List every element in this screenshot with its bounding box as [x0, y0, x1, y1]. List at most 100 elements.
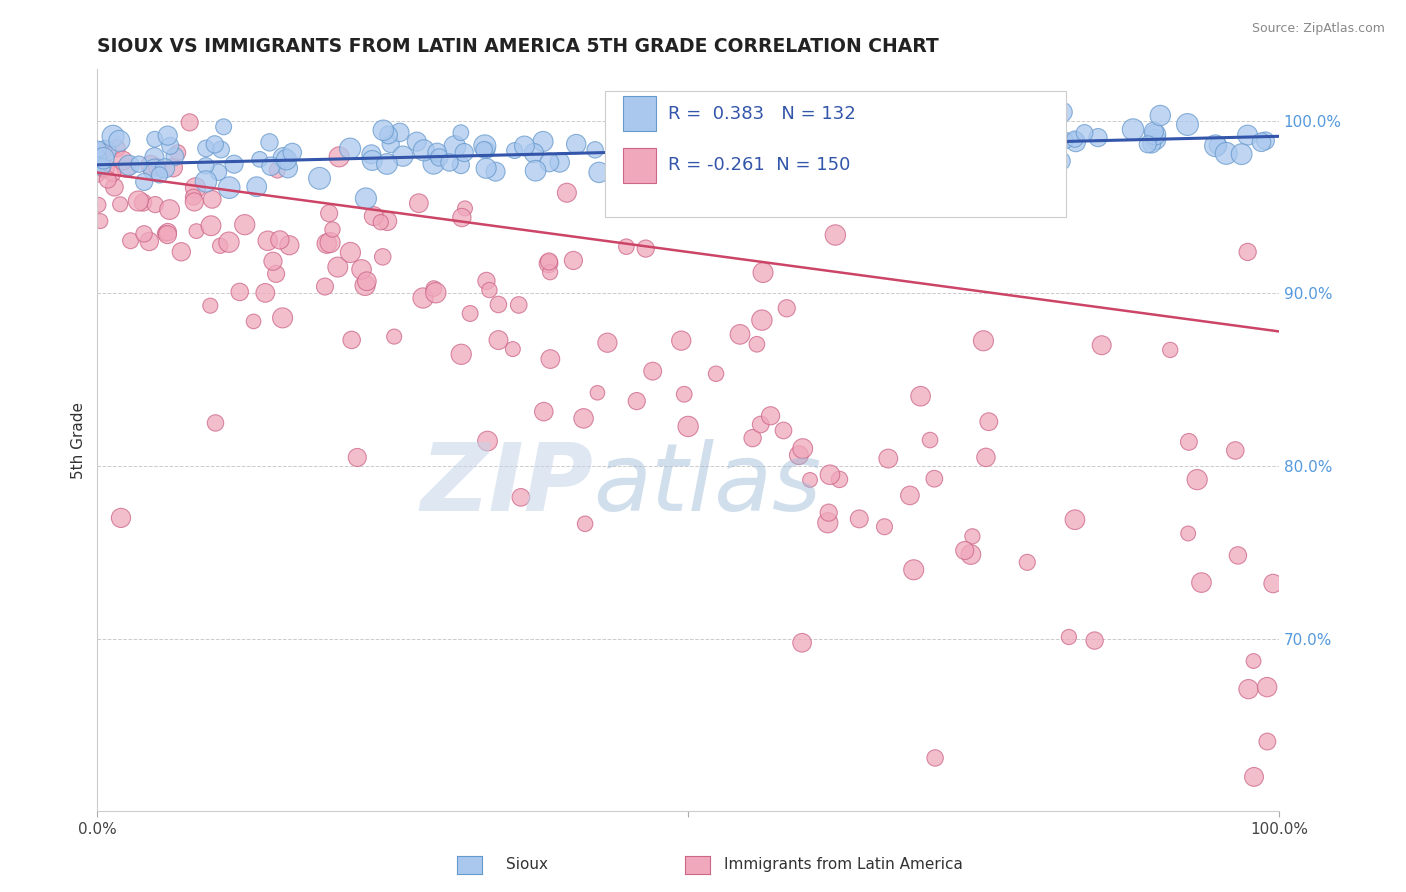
- Point: [281, 145, 304, 160]
- Point: [256, 234, 278, 248]
- Point: [277, 161, 299, 176]
- Point: [319, 235, 342, 250]
- Point: [759, 409, 782, 423]
- Point: [1144, 132, 1167, 146]
- Point: [143, 132, 166, 146]
- Point: [1236, 128, 1258, 142]
- Point: [676, 419, 699, 434]
- Y-axis label: 5th Grade: 5th Grade: [72, 401, 86, 479]
- Point: [548, 155, 571, 169]
- Point: [339, 245, 361, 260]
- Point: [86, 152, 108, 166]
- Point: [339, 142, 361, 156]
- Point: [259, 136, 281, 150]
- FancyBboxPatch shape: [606, 91, 1066, 218]
- Point: [134, 175, 156, 189]
- Point: [87, 198, 110, 212]
- Point: [86, 168, 108, 182]
- Point: [745, 337, 768, 351]
- Point: [799, 155, 821, 169]
- Point: [817, 516, 839, 530]
- Point: [612, 130, 634, 145]
- Point: [679, 157, 702, 171]
- Point: [408, 196, 430, 211]
- Point: [1256, 680, 1278, 694]
- Point: [673, 387, 696, 401]
- Point: [1144, 128, 1167, 142]
- Point: [787, 154, 810, 169]
- Point: [486, 297, 509, 311]
- Point: [97, 172, 120, 186]
- Point: [704, 367, 727, 381]
- Point: [128, 157, 150, 171]
- Point: [356, 274, 378, 288]
- Point: [380, 136, 402, 151]
- Point: [503, 144, 526, 158]
- Point: [1005, 108, 1028, 122]
- Point: [1053, 134, 1076, 148]
- Point: [1177, 526, 1199, 541]
- Point: [1084, 633, 1107, 648]
- Point: [873, 520, 896, 534]
- Point: [194, 174, 217, 188]
- Point: [443, 139, 465, 153]
- Point: [91, 162, 114, 177]
- Point: [315, 236, 337, 251]
- Point: [848, 512, 870, 526]
- Point: [880, 126, 903, 140]
- Point: [371, 250, 394, 264]
- Point: [170, 244, 193, 259]
- Point: [115, 161, 138, 175]
- Point: [1225, 443, 1247, 458]
- Point: [139, 158, 162, 172]
- Point: [533, 404, 555, 418]
- Point: [787, 448, 810, 462]
- Point: [153, 161, 176, 176]
- Point: [318, 206, 340, 220]
- Point: [195, 141, 218, 155]
- Point: [960, 548, 983, 562]
- Point: [260, 159, 283, 173]
- Point: [1226, 549, 1249, 563]
- Text: SIOUX VS IMMIGRANTS FROM LATIN AMERICA 5TH GRADE CORRELATION CHART: SIOUX VS IMMIGRANTS FROM LATIN AMERICA 5…: [97, 37, 939, 56]
- Point: [132, 195, 155, 210]
- Point: [1063, 132, 1085, 146]
- Point: [94, 161, 117, 175]
- Point: [120, 234, 142, 248]
- Point: [523, 146, 546, 161]
- Point: [1052, 105, 1074, 120]
- Point: [1215, 146, 1237, 161]
- Point: [524, 163, 547, 178]
- Point: [728, 327, 751, 342]
- Point: [132, 227, 155, 241]
- Point: [918, 433, 941, 447]
- Point: [111, 153, 134, 168]
- Point: [741, 431, 763, 445]
- Point: [903, 563, 925, 577]
- Point: [1050, 154, 1073, 169]
- Point: [423, 282, 446, 296]
- Point: [475, 161, 498, 176]
- Point: [1254, 134, 1277, 148]
- Point: [439, 155, 461, 169]
- Text: Immigrants from Latin America: Immigrants from Latin America: [724, 857, 963, 872]
- Point: [824, 227, 846, 242]
- Point: [354, 191, 377, 205]
- Point: [101, 129, 124, 144]
- Point: [118, 158, 141, 172]
- Point: [830, 168, 852, 182]
- Point: [855, 136, 877, 151]
- Point: [792, 442, 814, 456]
- Point: [127, 194, 149, 208]
- Point: [1185, 473, 1208, 487]
- Point: [201, 192, 224, 206]
- Point: [1087, 130, 1109, 145]
- Point: [361, 153, 384, 168]
- Point: [513, 139, 536, 153]
- Point: [209, 143, 232, 157]
- Point: [412, 144, 434, 158]
- Point: [790, 636, 813, 650]
- Point: [209, 239, 232, 253]
- Point: [1057, 630, 1080, 644]
- Point: [222, 157, 245, 171]
